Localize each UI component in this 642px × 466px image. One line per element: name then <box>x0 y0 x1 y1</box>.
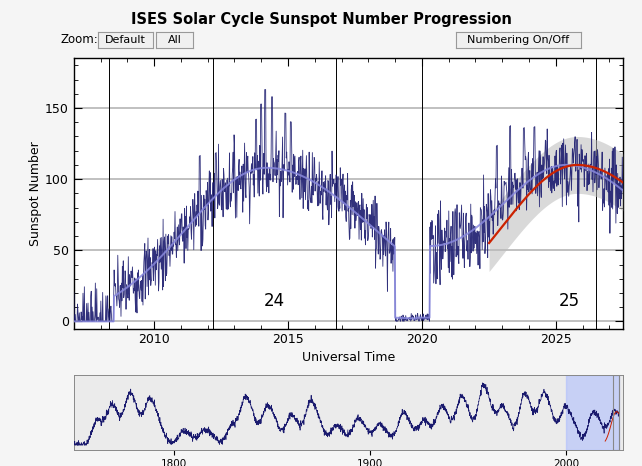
Text: 24: 24 <box>264 292 285 310</box>
Text: ISES Solar Cycle Sunspot Number Progression: ISES Solar Cycle Sunspot Number Progress… <box>130 12 512 27</box>
Text: Zoom:: Zoom: <box>61 33 99 46</box>
Text: 25: 25 <box>559 292 580 310</box>
Text: Numbering On/Off: Numbering On/Off <box>467 34 569 45</box>
Text: All: All <box>168 34 182 45</box>
Text: Default: Default <box>105 34 146 45</box>
Y-axis label: Sunspot Number: Sunspot Number <box>30 141 42 246</box>
Bar <box>566 375 619 450</box>
X-axis label: Universal Time: Universal Time <box>302 350 395 363</box>
